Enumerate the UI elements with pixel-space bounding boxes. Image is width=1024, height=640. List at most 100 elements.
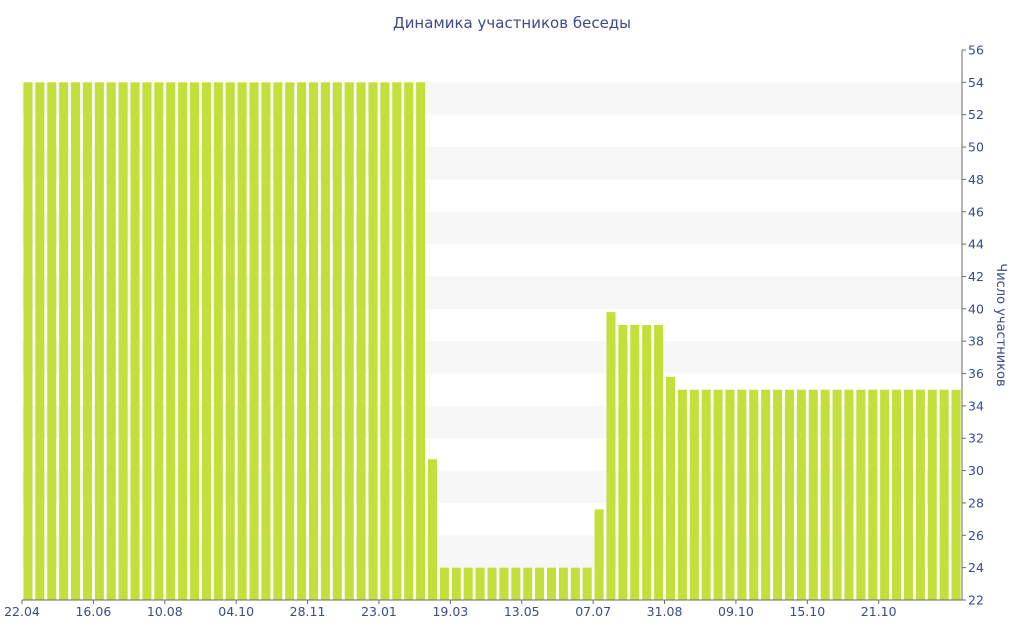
bar [82,82,92,600]
bar [356,82,366,600]
bar [594,509,604,600]
bar [915,389,925,600]
x-tick-label: 22.04 [4,604,40,619]
bar [701,389,711,600]
bars [23,82,961,600]
y-tick-label: 24 [968,560,984,575]
bar [903,389,913,600]
bar [582,567,592,600]
bar [320,82,330,600]
bar [630,325,640,600]
bar [237,82,247,600]
bar [951,389,961,600]
bar [59,82,69,600]
bar [868,389,878,600]
bar [820,389,830,600]
bar [463,567,473,600]
bar [392,82,402,600]
bar [856,389,866,600]
y-tick-label: 32 [968,431,984,446]
bar [273,82,283,600]
bar [285,82,295,600]
x-tick-label: 15.10 [789,604,825,619]
bar [713,389,723,600]
bar [939,389,949,600]
bar [35,82,45,600]
bar [665,376,676,600]
bar [749,389,759,600]
bar [654,325,664,600]
bar [499,567,509,600]
bar [808,389,818,600]
bar [558,567,568,600]
bar [201,82,211,600]
bar [368,82,378,600]
bar [225,82,235,600]
y-tick-label: 54 [968,75,984,90]
bar [487,567,497,600]
bar [451,567,461,600]
bar [546,567,557,600]
bar [475,567,485,600]
x-tick-label: 04.10 [218,604,254,619]
bar [416,82,426,600]
bar [689,389,699,600]
y-tick-label: 46 [968,204,984,219]
x-tick-label: 31.08 [647,604,683,619]
bar [380,82,390,600]
chart-title: Динамика участников беседы [393,14,631,32]
bar [190,82,200,600]
bar [844,389,854,600]
y-tick-label: 56 [968,43,984,58]
bar [308,82,319,600]
y-tick-label: 28 [968,495,984,510]
x-ticks: 22.04 16.06 10.08 04.10 28.11 23.01 19.03 13.05… [4,600,897,619]
bar [725,389,735,600]
y-tick-label: 22 [968,593,984,608]
bar [344,82,354,600]
y-tick-label: 40 [968,301,984,316]
bar [94,82,104,600]
bar [71,82,81,600]
bar [606,312,616,600]
bar [773,389,783,600]
y-tick-label: 30 [968,463,984,478]
bar [118,82,128,600]
x-tick-label: 16.06 [75,604,111,619]
x-tick-label: 13.05 [504,604,540,619]
x-tick-label: 09.10 [718,604,754,619]
bar [154,82,164,600]
bar [523,567,533,600]
bar [261,82,271,600]
bar [142,82,152,600]
bar [297,82,307,600]
bar [832,389,842,600]
bar [927,389,937,600]
bar [332,82,342,600]
y-tick-label: 42 [968,269,984,284]
bar [618,325,628,600]
x-tick-label: 28.11 [290,604,326,619]
y-tick-label: 52 [968,107,984,122]
bar [106,82,116,600]
y-axis-label: Число участников [993,263,1008,386]
bar [427,459,438,600]
x-tick-label: 07.07 [575,604,611,619]
bar [892,389,902,600]
x-tick-label: 19.03 [432,604,468,619]
bar [677,389,687,600]
y-tick-label: 36 [968,366,984,381]
x-tick-label: 10.08 [147,604,183,619]
y-tick-label: 38 [968,334,984,349]
bar [439,567,449,600]
bar [249,82,259,600]
y-tick-label: 44 [968,237,984,252]
y-tick-label: 48 [968,172,984,187]
bar [535,567,545,600]
bar [178,82,188,600]
y-tick-label: 50 [968,140,984,155]
bar [761,389,771,600]
x-tick-label: 21.10 [861,604,897,619]
bar [570,567,580,600]
